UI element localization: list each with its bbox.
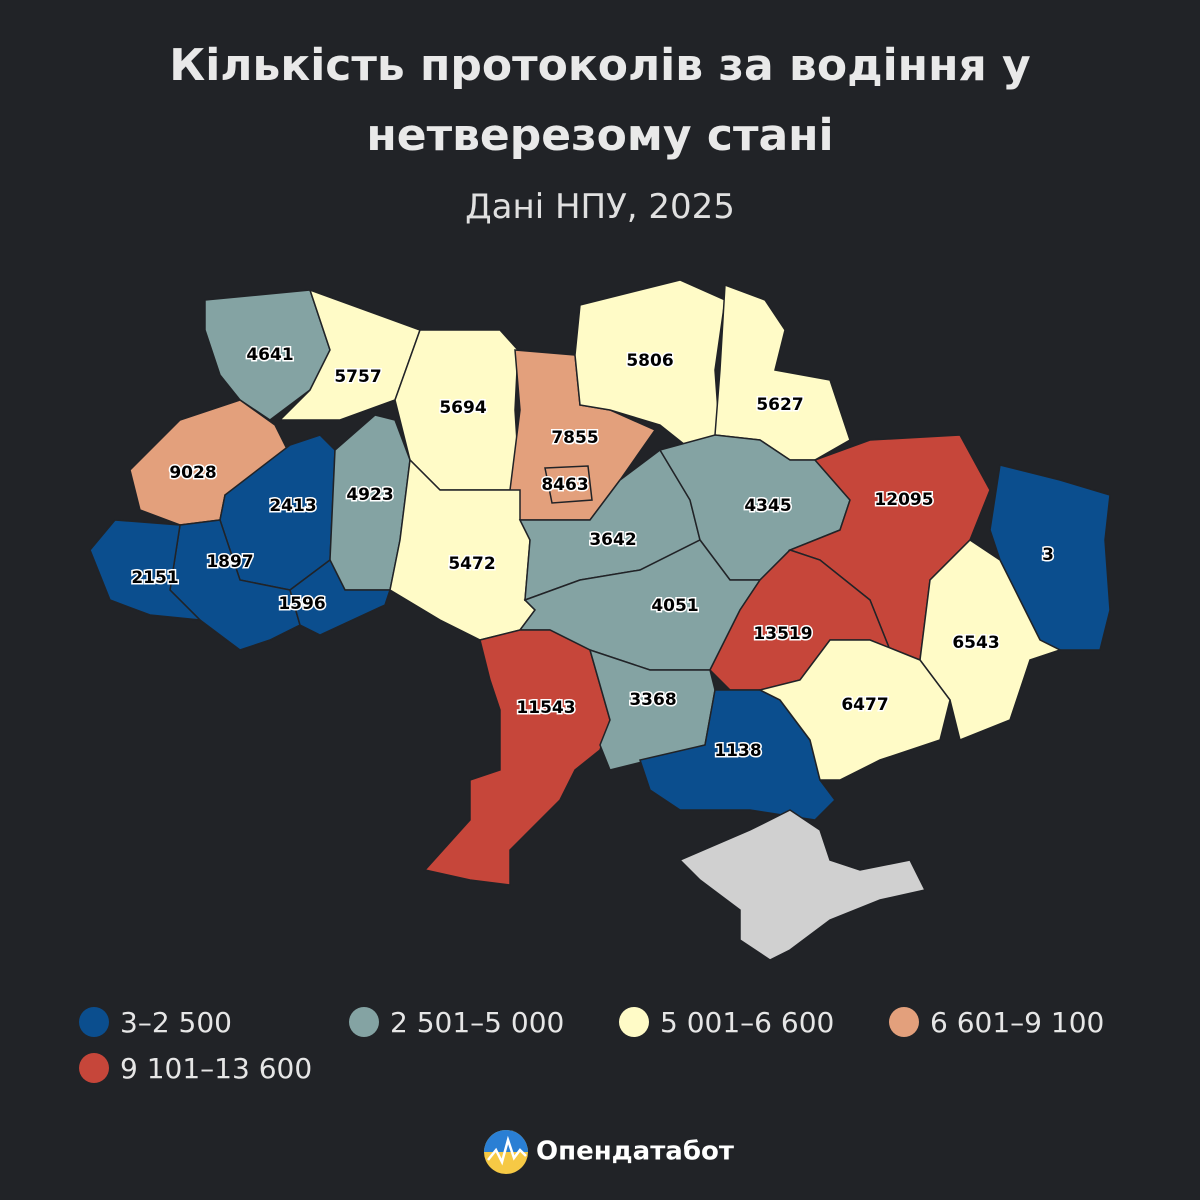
region-value: 4641 — [246, 345, 293, 365]
region-value: 3 — [1042, 545, 1054, 565]
legend-swatch — [619, 1007, 649, 1037]
region-value: 3642 — [589, 530, 636, 550]
region-value: 9028 — [169, 463, 216, 483]
legend-label: 2 501–5 000 — [390, 1006, 564, 1039]
region-value: 12095 — [874, 490, 933, 510]
subtitle: Дані НПУ, 2025 — [465, 187, 735, 227]
legend-label: 6 601–9 100 — [930, 1006, 1104, 1039]
region — [919, 539, 1062, 742]
legend: 3–2 500 2 501–5 000 5 001–6 600 6 601–9 100… — [79, 1006, 1104, 1085]
region-value: 5806 — [626, 351, 673, 371]
region-value: 11543 — [516, 698, 575, 718]
region-value: 2151 — [131, 568, 178, 588]
logo-icon-wave — [487, 1135, 527, 1166]
region — [989, 464, 1111, 651]
region — [423, 629, 611, 886]
legend-swatch — [889, 1007, 919, 1037]
logo-icon-top — [484, 1130, 528, 1152]
region-value: 7855 — [551, 428, 598, 448]
region-value: 4051 — [651, 596, 698, 616]
legend-swatch — [349, 1007, 379, 1037]
title-line: Кількість протоколів за водіння у — [169, 40, 1031, 91]
legend-label: 9 101–13 600 — [120, 1052, 312, 1085]
region-value: 1596 — [278, 594, 325, 614]
brand-logo: Опендатабот — [484, 1130, 734, 1174]
brand-name: Опендатабот — [536, 1137, 734, 1167]
regions — [89, 279, 1111, 886]
legend-label: 3–2 500 — [120, 1006, 232, 1039]
region-value: 1897 — [206, 552, 253, 572]
legend-label: 5 001–6 600 — [660, 1006, 834, 1039]
region-value: 5757 — [334, 367, 381, 387]
region-value: 6543 — [952, 633, 999, 653]
title-line: нетверезому стані — [366, 110, 833, 161]
legend-swatch — [79, 1007, 109, 1037]
region-value: 5472 — [448, 554, 495, 574]
region-value: 1138 — [714, 741, 761, 761]
legend-swatch — [79, 1053, 109, 1083]
region-value: 5694 — [439, 398, 486, 418]
region — [289, 558, 392, 636]
region-value: 4345 — [744, 496, 791, 516]
region — [89, 519, 203, 621]
region — [544, 465, 593, 504]
region-value: 3368 — [629, 690, 676, 710]
region — [757, 639, 951, 781]
region-labels: 4641 5757 5694 7855 8463 5806 5627 9028 2413 4923… — [130, 344, 1056, 763]
region-value: 8463 — [541, 475, 588, 495]
region — [714, 283, 851, 461]
region-value: 5627 — [756, 395, 803, 415]
region-value: 4923 — [346, 485, 393, 505]
region-value: 13519 — [753, 624, 812, 644]
region-value: 6477 — [841, 695, 888, 715]
crimea — [678, 809, 927, 961]
region-value: 2413 — [269, 496, 316, 516]
